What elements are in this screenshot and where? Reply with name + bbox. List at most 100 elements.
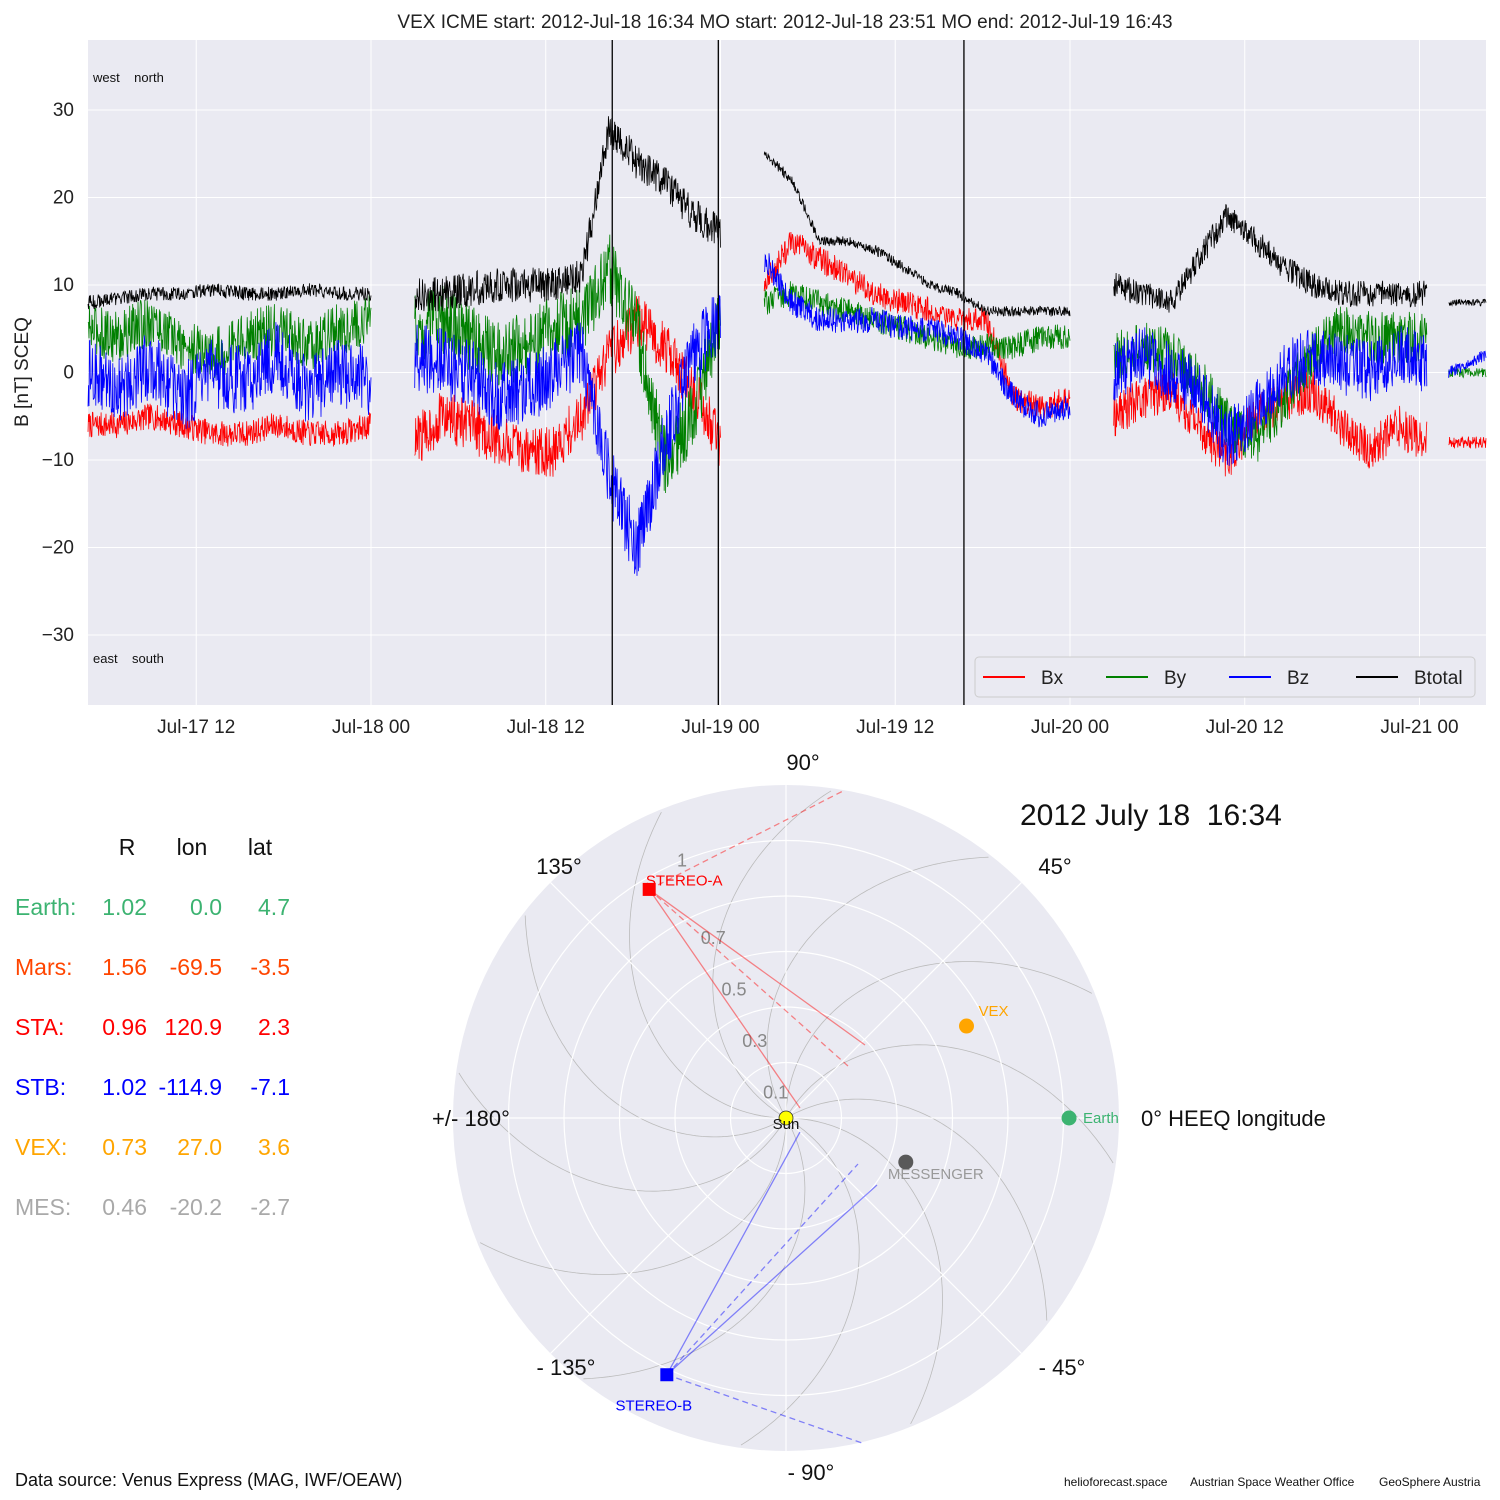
x-tick-label: Jul-18 12 bbox=[507, 717, 585, 738]
stb-fov-line bbox=[666, 1131, 801, 1376]
table-row-name: Mars: bbox=[15, 954, 73, 980]
series-bz-line bbox=[1448, 350, 1487, 378]
table-cell-lat: 3.6 bbox=[258, 1134, 290, 1160]
parker-spiral-line bbox=[766, 856, 989, 1119]
table-row-name: MES: bbox=[15, 1194, 71, 1220]
stb-fov-line bbox=[666, 1184, 878, 1376]
table-cell-lat: -7.1 bbox=[250, 1074, 290, 1100]
angle-label: 135° bbox=[536, 854, 582, 879]
radial-tick-label: 0.1 bbox=[763, 1082, 788, 1102]
event-marker-lines bbox=[611, 40, 965, 705]
angle-label: 90° bbox=[786, 750, 819, 775]
y-axis-label: B [nT] SCEQ bbox=[12, 317, 33, 427]
legend-label-bz: Bz bbox=[1287, 668, 1309, 689]
table-cell-r: 0.96 bbox=[102, 1014, 147, 1040]
x-tick-label: Jul-18 00 bbox=[332, 717, 410, 738]
series-by-line bbox=[1113, 306, 1428, 462]
x-tick-labels: Jul-17 12 Jul-18 00 Jul-18 12 Jul-19 00 Jul-… bbox=[157, 717, 1458, 738]
polar-gridlines bbox=[453, 785, 1119, 1451]
series-bx-line bbox=[763, 231, 1071, 419]
table-row-name: VEX: bbox=[15, 1134, 67, 1160]
angular-gridline bbox=[785, 1117, 1022, 1354]
stb-fov-line bbox=[666, 1163, 859, 1376]
y-tick-label: 0 bbox=[63, 363, 74, 384]
table-row-name: STB: bbox=[15, 1074, 66, 1100]
radial-tick-label: 1 bbox=[677, 851, 687, 871]
stb-fov-line bbox=[666, 1374, 863, 1444]
angular-gridline bbox=[550, 882, 787, 1119]
stereo-a-label: STEREO-A bbox=[646, 872, 723, 889]
table-row-name: Earth: bbox=[15, 894, 76, 920]
table-header: lon bbox=[177, 834, 208, 860]
x-tick-label: Jul-17 12 bbox=[157, 717, 235, 738]
sta-fov-line bbox=[648, 888, 866, 1046]
legend-label-bx: Bx bbox=[1041, 668, 1064, 689]
parker-spirals bbox=[458, 790, 1114, 1446]
messenger-label: MESSENGER bbox=[888, 1166, 984, 1183]
table-row-name: STA: bbox=[15, 1014, 64, 1040]
earth-label: Earth bbox=[1083, 1110, 1119, 1127]
series-bz-line bbox=[763, 253, 1071, 428]
sta-fov-line bbox=[648, 889, 801, 1109]
sun-marker bbox=[778, 1110, 794, 1126]
stereo-b-label: STEREO-B bbox=[615, 1398, 692, 1415]
table-cell-lon: 27.0 bbox=[177, 1134, 222, 1160]
angle-label: - 90° bbox=[788, 1460, 835, 1485]
radial-tick-label: 0.3 bbox=[742, 1031, 767, 1051]
y-tick-label: −10 bbox=[42, 450, 74, 471]
angle-label: 0° HEEQ longitude bbox=[1141, 1106, 1326, 1131]
legend-label-by: By bbox=[1164, 668, 1187, 689]
earth-marker bbox=[1061, 1110, 1077, 1126]
radial-tick-label: 0.5 bbox=[722, 979, 747, 999]
sun-label: Sun bbox=[773, 1116, 800, 1133]
parker-spiral-line bbox=[583, 1117, 806, 1380]
vex-label: VEX bbox=[978, 1003, 1008, 1020]
x-tick-label: Jul-20 00 bbox=[1031, 717, 1109, 738]
legend-box bbox=[974, 656, 1476, 698]
table-header: R bbox=[119, 834, 136, 860]
planet-markers: Sun Earth VEX MESSENGER STEREO-A STEREO-B bbox=[615, 872, 1118, 1414]
y-tick-label: 10 bbox=[53, 275, 74, 296]
polar-panel: 0.1 0.3 0.5 0.7 1 Sun Earth VEX MESSENGER STEREO… bbox=[432, 750, 1326, 1485]
parker-spiral-line bbox=[524, 915, 787, 1138]
series-bz-line bbox=[414, 291, 721, 576]
series-btotal-line bbox=[1113, 204, 1428, 313]
table-cell-r: 0.46 bbox=[102, 1194, 147, 1220]
stereo-b-marker bbox=[660, 1368, 674, 1382]
series-btotal-line bbox=[1448, 298, 1487, 307]
series-btotal-line bbox=[414, 116, 721, 312]
angle-labels: 90° 45° 0° HEEQ longitude - 45° - 90° - 135° +… bbox=[432, 750, 1326, 1485]
y-tick-labels: 30 20 10 0 −10 −20 −30 bbox=[42, 100, 74, 646]
series-by-line bbox=[87, 295, 372, 378]
series-bx-line bbox=[1448, 436, 1487, 449]
series-by-line bbox=[763, 281, 1071, 360]
angular-gridline bbox=[550, 1117, 787, 1354]
radial-tick-label: 0.7 bbox=[701, 928, 726, 948]
table-cell-lat: 4.7 bbox=[258, 894, 290, 920]
table-cell-r: 0.73 bbox=[102, 1134, 147, 1160]
series-btotal-line bbox=[763, 151, 1071, 317]
table-cell-r: 1.02 bbox=[102, 894, 147, 920]
table-cell-lat: 2.3 bbox=[258, 1014, 290, 1040]
table-cell-r: 1.02 bbox=[102, 1074, 147, 1100]
series-bx-line bbox=[87, 403, 372, 447]
credit-geosphere: GeoSphere Austria bbox=[1379, 1475, 1481, 1489]
y-tick-label: 20 bbox=[53, 188, 74, 209]
y-tick-label: 30 bbox=[53, 100, 74, 121]
stereo-a-marker bbox=[642, 882, 656, 896]
credit-asw-office: Austrian Space Weather Office bbox=[1190, 1475, 1355, 1489]
series-bz-line bbox=[1113, 326, 1428, 466]
field-of-view-lines bbox=[648, 789, 878, 1444]
parker-spiral-line bbox=[785, 1098, 1048, 1321]
angle-label: +/- 180° bbox=[432, 1106, 510, 1131]
angle-label: - 45° bbox=[1039, 1355, 1086, 1380]
legend: Bx By Bz Btotal bbox=[974, 656, 1476, 698]
table-cell-lat: -2.7 bbox=[250, 1194, 290, 1220]
angle-label: 45° bbox=[1038, 854, 1071, 879]
legend-label-btotal: Btotal bbox=[1414, 668, 1463, 689]
sta-fov-line bbox=[648, 789, 846, 890]
timeseries-series bbox=[87, 116, 1487, 576]
